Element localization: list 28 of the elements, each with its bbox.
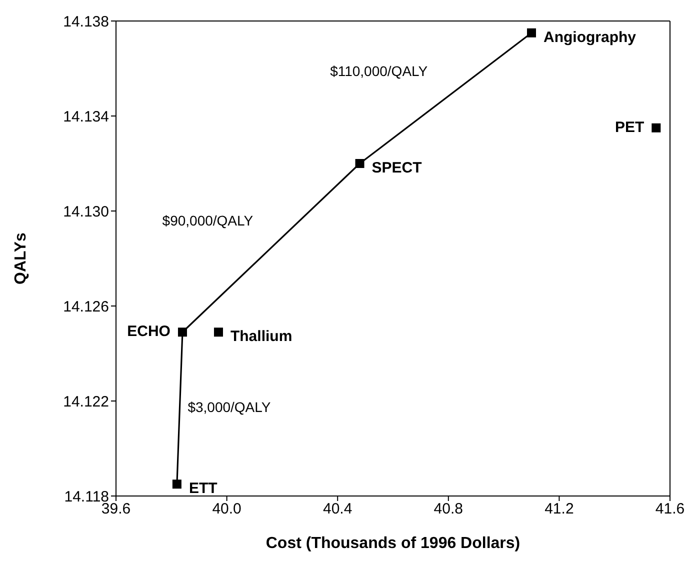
point — [652, 123, 661, 132]
y-tick-label: 14.126 — [63, 298, 109, 316]
x-tick-label: 39.6 — [101, 500, 131, 518]
annotation: $110,000/QALY — [330, 62, 428, 79]
annotation: Thallium — [230, 328, 292, 346]
point — [214, 328, 223, 337]
y-tick-label: 14.138 — [63, 13, 109, 30]
y-tick-label: 14.130 — [63, 203, 109, 220]
x-tick-label: 40.8 — [434, 500, 463, 518]
annotation: PET — [614, 118, 644, 136]
annotation: $3,000/QALY — [188, 398, 272, 415]
y-axis-title: QALYs — [12, 232, 30, 284]
x-tick-label: 40.0 — [212, 500, 242, 518]
annotation: Angiography — [544, 28, 637, 46]
annotation: ETT — [188, 480, 218, 498]
x-tick-label: 41.6 — [655, 500, 685, 518]
point — [172, 480, 182, 489]
x-axis-title: Cost (Thousands of 1996 Dollars) — [266, 535, 520, 552]
x-tick-label: 40.4 — [323, 500, 352, 518]
annotation: SPECT — [372, 159, 422, 176]
y-tick-label: 14.122 — [63, 393, 109, 410]
y-tick-label: 14.134 — [63, 108, 109, 126]
x-tick-label: 41.2 — [544, 500, 574, 518]
point — [527, 28, 536, 38]
annotation: ECHO — [127, 323, 171, 340]
annotation: $90,000/QALY — [162, 212, 254, 229]
point — [178, 328, 187, 337]
point — [355, 159, 364, 168]
